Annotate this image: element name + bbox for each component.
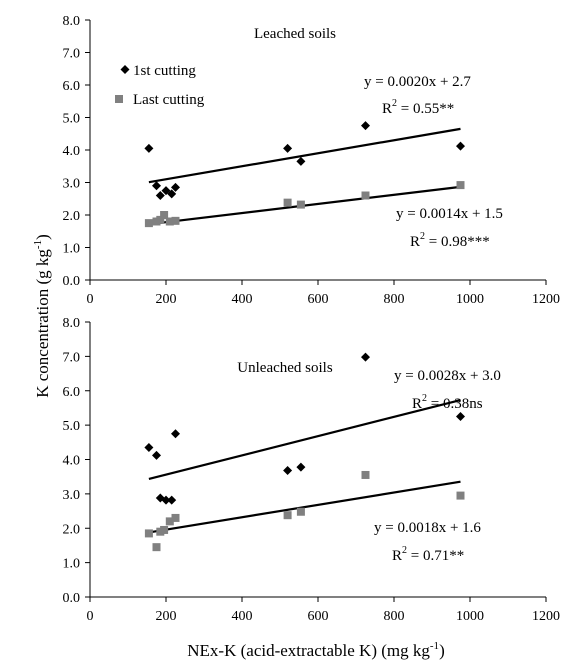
y-tick-label: 4.0 xyxy=(63,144,81,159)
y-tick-label: 7.0 xyxy=(63,47,81,62)
x-axis-label-end: ) xyxy=(439,641,445,660)
equation-1st-cutting: y = 0.0028x + 3.0 xyxy=(394,368,501,384)
data-point-diamond xyxy=(296,156,306,166)
trendline xyxy=(148,398,461,481)
y-tick-label: 7.0 xyxy=(63,350,81,365)
legend-label-1st-cutting: 1st cutting xyxy=(133,63,196,79)
x-tick-label: 0 xyxy=(87,292,94,307)
unleached-soils-panel: Unleached soils y = 0.0028x + 3.0 R2 = 0… xyxy=(63,316,561,624)
y-tick-label: 4.0 xyxy=(63,454,81,469)
y-axis-label-sup: -1 xyxy=(32,240,44,249)
legend-diamond-icon xyxy=(120,65,130,74)
y-tick-label: 0.0 xyxy=(63,274,81,289)
equation-last-cutting: y = 0.0018x + 1.6 xyxy=(374,520,481,536)
data-point-square xyxy=(156,215,165,224)
data-point-diamond xyxy=(296,462,306,472)
data-point-square xyxy=(160,211,169,219)
x-tick-label: 400 xyxy=(232,292,253,307)
x-tick-label: 600 xyxy=(308,292,329,307)
x-tick-label: 400 xyxy=(232,609,253,624)
y-tick-label: 6.0 xyxy=(63,79,81,94)
legend-label-last-cutting: Last cutting xyxy=(133,92,205,108)
legend-square-icon xyxy=(115,95,123,103)
data-point-square xyxy=(144,529,153,538)
data-point-diamond xyxy=(152,181,161,191)
data-point-square xyxy=(456,491,465,500)
x-tick-label: 800 xyxy=(384,292,405,307)
data-point-diamond xyxy=(155,191,165,200)
x-axis-label-sup: -1 xyxy=(430,640,439,652)
x-tick-label: 200 xyxy=(156,609,177,624)
y-tick-label: 5.0 xyxy=(63,112,81,127)
data-point-diamond xyxy=(152,450,161,460)
y-axis-label-end: ) xyxy=(33,234,52,240)
data-point-diamond xyxy=(361,121,370,131)
x-tick-label: 1000 xyxy=(456,292,484,307)
r2-1st-cutting: R2 = 0.55** xyxy=(382,98,454,117)
y-axis-label-main: K concentration (g kg xyxy=(33,249,52,398)
leached-soils-panel: Leached soils 1st cutting Last cutting y… xyxy=(63,14,561,307)
data-point-square xyxy=(144,219,153,228)
x-tick-label: 0 xyxy=(87,609,94,624)
data-point-diamond xyxy=(171,429,180,439)
x-tick-label: 800 xyxy=(384,609,405,624)
data-point-square xyxy=(296,507,305,516)
data-point-square xyxy=(456,181,465,190)
y-tick-label: 3.0 xyxy=(63,488,81,503)
trendline xyxy=(148,127,461,184)
data-point-square xyxy=(171,216,180,225)
y-tick-label: 2.0 xyxy=(63,522,81,537)
data-point-diamond xyxy=(283,466,293,475)
y-tick-label: 1.0 xyxy=(63,242,81,257)
y-tick-label: 8.0 xyxy=(63,316,81,331)
data-point-square xyxy=(171,513,180,522)
y-tick-label: 1.0 xyxy=(63,557,81,572)
data-point-diamond xyxy=(161,495,171,505)
data-point-square xyxy=(165,217,174,226)
y-tick-label: 6.0 xyxy=(63,385,81,400)
data-point-square xyxy=(283,198,292,207)
x-tick-label: 200 xyxy=(156,292,177,307)
panel-title: Unleached soils xyxy=(237,360,333,376)
trendline xyxy=(148,480,461,534)
x-tick-label: 600 xyxy=(308,609,329,624)
data-point-square xyxy=(160,525,169,534)
data-point-diamond xyxy=(167,495,177,505)
data-point-diamond xyxy=(456,141,465,151)
x-axis-label-main: NEx-K (acid-extractable K) (mg kg xyxy=(187,641,430,660)
panel-title: Leached soils xyxy=(254,26,336,42)
y-tick-label: 2.0 xyxy=(63,209,81,224)
data-point-square xyxy=(296,200,305,209)
y-tick-label: 3.0 xyxy=(63,177,81,192)
x-tick-label: 1200 xyxy=(532,292,560,307)
r2-last-cutting: R2 = 0.71** xyxy=(392,545,464,564)
x-axis-label: NEx-K (acid-extractable K) (mg kg-1) xyxy=(187,640,444,660)
y-tick-label: 0.0 xyxy=(63,591,81,606)
data-point-square xyxy=(165,517,174,526)
legend: 1st cutting Last cutting xyxy=(115,63,205,108)
r2-last-cutting: R2 = 0.98*** xyxy=(410,231,490,250)
y-tick-label: 5.0 xyxy=(63,419,81,434)
data-point-square xyxy=(283,511,292,520)
equation-1st-cutting: y = 0.0020x + 2.7 xyxy=(364,74,471,90)
data-point-square xyxy=(152,543,161,552)
data-point-diamond xyxy=(283,143,293,153)
x-tick-label: 1000 xyxy=(456,609,484,624)
y-tick-label: 8.0 xyxy=(63,14,81,29)
data-point-diamond xyxy=(361,352,370,362)
x-tick-label: 1200 xyxy=(532,609,560,624)
data-point-diamond xyxy=(144,442,154,452)
y-axis-label: K concentration (g kg-1) xyxy=(32,234,52,398)
data-point-diamond xyxy=(167,189,177,199)
data-point-square xyxy=(361,191,370,200)
data-point-diamond xyxy=(456,412,465,422)
equation-last-cutting: y = 0.0014x + 1.5 xyxy=(396,206,503,222)
data-point-diamond xyxy=(171,182,180,192)
r2-1st-cutting: R2 = 0.38ns xyxy=(412,393,483,412)
data-point-square xyxy=(361,470,370,479)
data-point-diamond xyxy=(144,143,154,153)
